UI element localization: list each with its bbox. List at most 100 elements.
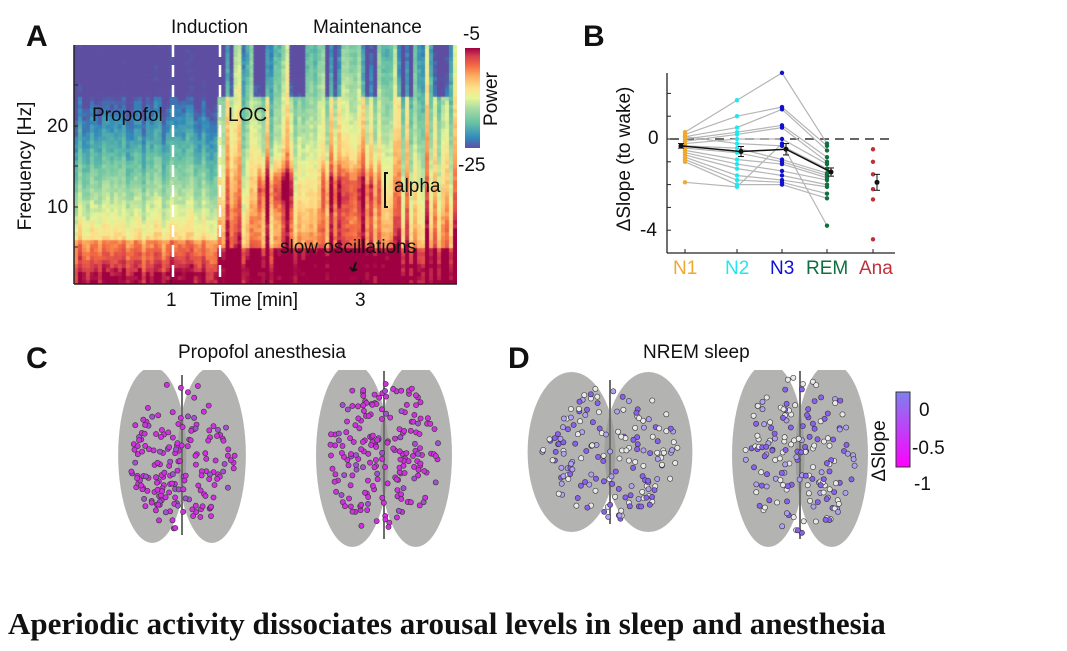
spectrogram-heatmap <box>74 45 457 284</box>
electrode-dot <box>756 502 763 509</box>
electrode-dot <box>759 398 766 405</box>
electrode-dot <box>568 460 574 467</box>
electrode-dot <box>333 488 339 495</box>
electrode-dot <box>804 412 810 418</box>
brain-right-hemisphere <box>177 370 246 543</box>
maintenance-label: Maintenance <box>313 17 422 38</box>
panel-b-label: B <box>583 20 605 53</box>
subject-point-n3 <box>779 70 785 76</box>
electrode-dot <box>417 415 424 422</box>
electrode-dot <box>134 451 141 458</box>
subject-point-n3 <box>779 125 785 130</box>
electrode-dot <box>367 459 373 466</box>
subject-point-n2 <box>734 114 740 119</box>
electrode-dot <box>192 452 199 459</box>
subject-point-n2 <box>734 177 740 183</box>
electrode-dot <box>601 508 608 515</box>
electrode-dot <box>383 410 389 417</box>
subject-point-n2 <box>734 166 740 171</box>
electrode-dot <box>150 447 157 454</box>
electrode-dot <box>185 413 191 420</box>
electrode-dot <box>369 483 376 489</box>
electrode-dot <box>584 406 590 413</box>
electrode-dot <box>583 448 590 454</box>
electrode-dot <box>774 499 780 506</box>
electrode-dot <box>633 409 640 416</box>
electrode-dot <box>206 476 213 482</box>
electrode-dot <box>818 394 824 401</box>
electrode-dot <box>607 448 613 455</box>
electrode-dot <box>574 495 581 501</box>
electrode-dot <box>214 433 220 439</box>
electrode-dot <box>398 408 405 414</box>
electrode-dot <box>365 413 372 419</box>
electrode-dot <box>610 388 617 395</box>
electrode-dot <box>807 497 813 504</box>
electrode-dot <box>839 411 846 418</box>
electrode-dot <box>560 424 566 431</box>
electrode-dot <box>601 478 607 485</box>
electrode-dot <box>572 440 579 447</box>
electrode-dot <box>349 403 356 409</box>
electrode-dot <box>338 450 345 456</box>
electrode-dot <box>390 385 396 392</box>
electrode-dot <box>154 459 161 466</box>
category-label-ana: Ana <box>859 258 893 279</box>
y-tick-20: 20 <box>47 116 69 137</box>
category-label-n1: N1 <box>673 258 698 279</box>
electrode-dot <box>353 462 359 468</box>
subject-point-n2 <box>734 132 740 137</box>
electrode-dot <box>576 398 583 405</box>
electrode-dot <box>382 388 388 394</box>
electrode-dot <box>169 517 176 524</box>
electrode-dot <box>220 437 227 444</box>
electrode-dot <box>360 387 367 394</box>
electrode-dot <box>162 494 169 501</box>
electrode-dot <box>758 469 765 476</box>
electrode-dot <box>669 447 675 454</box>
electrode-dot <box>608 473 615 480</box>
electrode-dot <box>174 440 181 447</box>
electrode-dot <box>140 416 147 423</box>
electrode-dot <box>640 447 647 454</box>
electrode-dot <box>581 392 588 398</box>
electrode-dot <box>180 508 186 515</box>
electrode-dot <box>830 436 837 443</box>
electrode-dot <box>172 525 179 531</box>
electrode-dot <box>844 450 851 457</box>
electrode-dot <box>417 399 424 406</box>
electrode-dot <box>208 503 214 510</box>
panel-a-label: A <box>26 20 48 53</box>
electrode-dot <box>374 476 381 483</box>
subject-line <box>684 124 828 158</box>
electrode-dot <box>616 512 623 519</box>
subject-point-n3 <box>779 141 785 146</box>
electrode-dot <box>379 494 386 501</box>
subject-point-n3 <box>779 161 785 167</box>
electrode-dot <box>184 443 191 450</box>
brain-renderings <box>118 370 911 547</box>
subject-point-rem <box>824 184 830 190</box>
electrode-dot <box>225 446 232 453</box>
electrode-dot <box>831 489 838 495</box>
electrode-dot <box>331 478 338 485</box>
electrode-dot <box>805 406 812 413</box>
electrode-dot <box>221 461 228 467</box>
electrode-dot <box>826 468 833 475</box>
electrode-dot <box>158 434 164 440</box>
electrode-dot <box>753 420 759 427</box>
electrode-dot <box>343 429 350 436</box>
electrode-dot <box>205 437 212 444</box>
electrode-dot <box>546 436 553 443</box>
electrode-dot <box>785 376 791 383</box>
electrode-dot <box>154 479 160 486</box>
electrode-dot <box>432 453 439 459</box>
electrode-dot <box>589 442 596 449</box>
electrode-dot <box>800 518 807 525</box>
electrode-dot <box>223 424 229 431</box>
electrode-dot <box>138 482 144 489</box>
electrode-dot <box>358 522 365 529</box>
electrode-dot <box>782 447 789 453</box>
electrode-dot <box>348 451 354 457</box>
